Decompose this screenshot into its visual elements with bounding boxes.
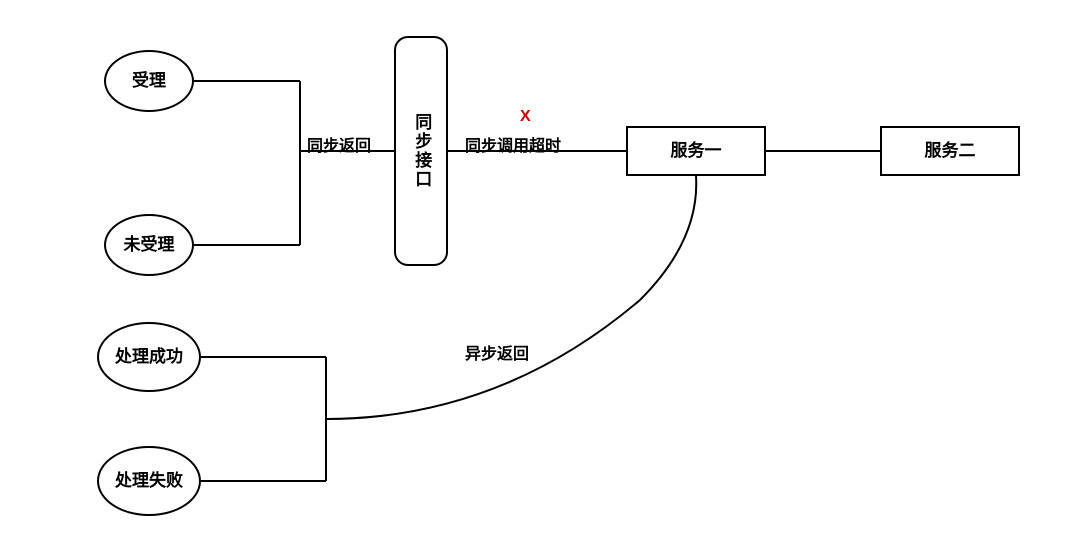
node-service2-label: 服务二 (925, 141, 976, 161)
node-success: 处理成功 (97, 322, 201, 392)
node-failure-label: 处理失败 (115, 471, 183, 491)
edge-async-curve (326, 176, 696, 419)
node-sync-api-label: 同步接口 (411, 113, 431, 189)
node-accepted-label: 受理 (132, 71, 166, 91)
node-service1: 服务一 (626, 126, 766, 176)
node-success-label: 处理成功 (115, 347, 183, 367)
node-not-accepted-label: 未受理 (124, 235, 175, 255)
node-failure: 处理失败 (97, 446, 201, 516)
label-sync-timeout: 同步调用超时 (465, 132, 561, 156)
node-service2: 服务二 (880, 126, 1020, 176)
node-service1-label: 服务一 (671, 141, 722, 161)
node-accepted: 受理 (104, 50, 194, 112)
label-async-return: 异步返回 (465, 340, 529, 364)
node-sync-api: 同步接口 (394, 36, 448, 266)
node-not-accepted: 未受理 (104, 214, 194, 276)
label-sync-return: 同步返回 (307, 132, 371, 156)
timeout-x-icon: X (520, 108, 531, 126)
diagram-stage: 受理 未受理 处理成功 处理失败 同步接口 服务一 服务二 同步返回 同步调用超… (0, 0, 1080, 541)
